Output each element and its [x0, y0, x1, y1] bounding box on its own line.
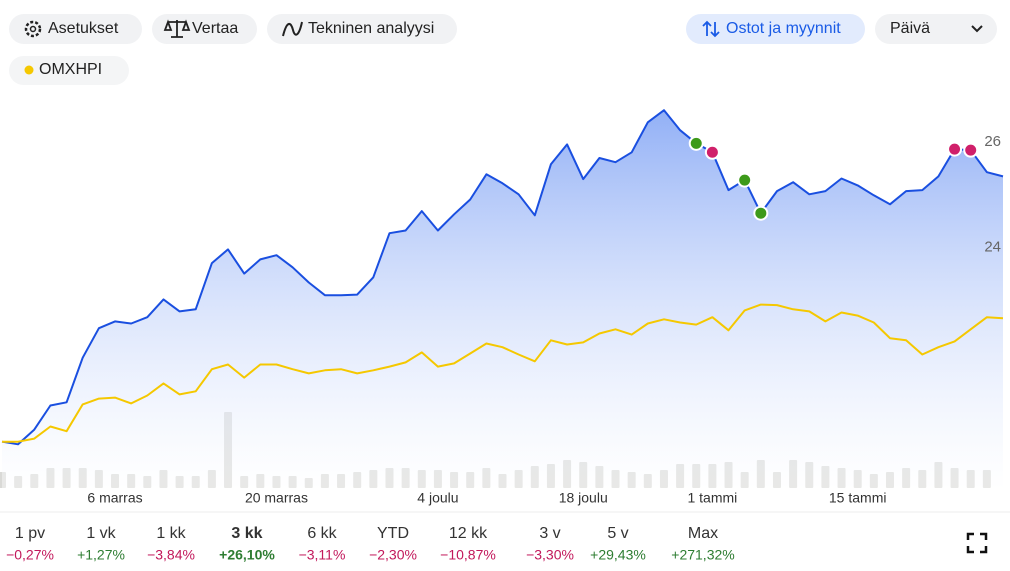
- period-label: 1 kk: [156, 525, 186, 542]
- chevron-icon: [971, 25, 983, 33]
- buy-marker: [688, 135, 704, 151]
- period-change: +1,27%: [77, 547, 125, 563]
- plot: [0, 109, 1004, 490]
- period-label: Max: [688, 525, 718, 542]
- settings-label: Asetukset: [48, 20, 119, 37]
- period-label: 12 kk: [449, 525, 488, 542]
- interval-select[interactable]: [875, 14, 997, 44]
- period-change: −3,11%: [299, 547, 346, 563]
- period-label: 1 pv: [15, 525, 45, 542]
- period-change: −3,30%: [526, 547, 574, 563]
- sell-marker: [704, 144, 720, 160]
- legend-pill[interactable]: [9, 56, 129, 85]
- period-change: −2,30%: [369, 547, 417, 563]
- period-label: 5 v: [607, 525, 628, 542]
- period-change: +271,32%: [671, 547, 734, 563]
- technical-button[interactable]: [267, 14, 457, 44]
- y-tick-label: 24: [984, 238, 1001, 255]
- buy-marker: [753, 205, 769, 221]
- period-label: 1 vk: [86, 525, 116, 542]
- wave-icon: [282, 21, 303, 37]
- period-change: −3,84%: [147, 547, 195, 563]
- period-label: 3 kk: [231, 525, 262, 542]
- x-tick-label: 1 tammi: [687, 490, 737, 506]
- x-tick-label: 6 marras: [87, 490, 142, 506]
- period-change: −10,87%: [440, 547, 496, 563]
- x-tick-label: 4 joulu: [417, 490, 458, 506]
- period-change: −0,27%: [6, 547, 54, 563]
- x-tick-label: 20 marras: [245, 490, 308, 506]
- period-label: 3 v: [539, 525, 560, 542]
- sell-marker: [963, 142, 979, 158]
- x-tick-label: 18 joulu: [559, 490, 608, 506]
- period-change: +26,10%: [219, 547, 275, 563]
- gear-icon-center: [29, 25, 37, 33]
- scale-icon: [163, 19, 191, 38]
- period-change: +29,43%: [590, 547, 646, 563]
- sell-marker: [947, 141, 963, 157]
- period-label: YTD: [377, 525, 409, 542]
- period-label: 6 kk: [307, 525, 337, 542]
- legend-dot: [24, 65, 34, 75]
- buy-marker: [737, 172, 753, 188]
- swap-icon: [702, 20, 720, 38]
- legend-label: OMXHPI: [39, 61, 102, 78]
- technical-label: Tekninen analyysi: [308, 20, 434, 37]
- gear-icon: [24, 20, 42, 38]
- interval-label: Päivä: [890, 20, 930, 37]
- compare-label: Vertaa: [192, 20, 238, 37]
- fullscreen-icon[interactable]: [966, 532, 988, 554]
- comparison-line: [2, 303, 1004, 443]
- trades-label: Ostot ja myynnit: [726, 20, 841, 37]
- trades-button[interactable]: [686, 14, 865, 44]
- settings-button[interactable]: [9, 14, 142, 44]
- x-tick-label: 15 tammi: [829, 490, 887, 506]
- y-tick-label: 26: [984, 133, 1001, 150]
- price-area: [2, 110, 1003, 490]
- price-line: [1, 109, 1004, 446]
